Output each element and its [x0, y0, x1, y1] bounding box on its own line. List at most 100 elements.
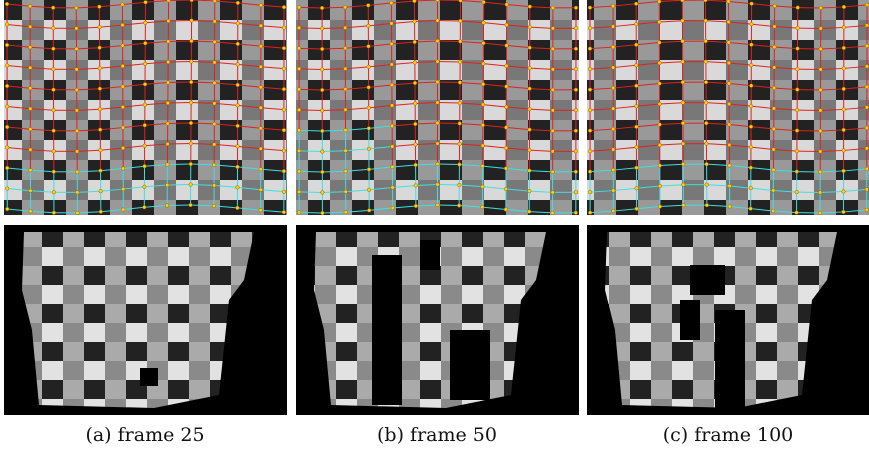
mesh-vertex — [75, 150, 79, 154]
mesh-vertex — [727, 102, 731, 106]
mesh-vertex — [842, 46, 846, 50]
mesh-vertex — [343, 5, 347, 9]
mesh-vertex — [436, 19, 440, 23]
mesh-vertex — [189, 121, 193, 125]
mesh-vertex — [282, 190, 286, 194]
mesh-vertex — [528, 66, 532, 70]
mesh-vertex — [635, 186, 639, 190]
mesh-vertex — [704, 39, 708, 43]
mesh-vertex — [551, 88, 555, 92]
mesh-vertex — [819, 27, 823, 31]
mesh-vertex — [189, 203, 193, 207]
mesh-vertex — [436, 142, 440, 146]
mesh-vertex — [52, 211, 56, 215]
mesh-vertex — [658, 143, 662, 147]
mesh-vertex — [727, 0, 731, 3]
mesh-vertex — [320, 27, 324, 31]
mesh-vertex — [728, 164, 732, 168]
mesh-vertex — [75, 129, 79, 133]
mesh-vertex — [681, 101, 685, 105]
mesh-vertex — [795, 190, 799, 194]
mesh-vertex — [819, 109, 823, 113]
mesh-vertex — [29, 148, 33, 152]
mesh-vertex — [282, 26, 286, 30]
mesh-vertex — [98, 128, 102, 132]
mesh-vertex — [727, 82, 731, 86]
mesh-vertex — [366, 4, 370, 8]
mesh-vertex — [167, 19, 171, 23]
mesh-vertex — [213, 0, 217, 3]
mesh-vertex — [481, 144, 485, 148]
mesh-vertex — [166, 81, 170, 85]
mesh-vertex — [297, 170, 301, 174]
mesh-vertex — [458, 60, 462, 64]
mesh-vertex — [658, 164, 662, 168]
mesh-vertex — [413, 81, 417, 85]
mesh-vertex — [796, 26, 800, 30]
mesh-vertex — [213, 81, 217, 85]
mesh-vertex — [236, 42, 240, 46]
mesh-vertex — [611, 189, 615, 193]
mesh-vertex — [611, 25, 615, 29]
mesh-vertex — [390, 145, 394, 149]
mesh-vertex — [574, 211, 578, 215]
mesh-vertex — [704, 60, 708, 64]
mesh-vertex — [51, 26, 55, 30]
mesh-vertex — [772, 189, 776, 193]
mesh-vertex — [29, 189, 33, 193]
mesh-vertex — [121, 3, 125, 7]
mesh-vertex — [865, 85, 869, 89]
mesh-vertex — [772, 107, 776, 111]
mesh-vertex — [458, 101, 462, 105]
mesh-vertex — [390, 83, 394, 87]
mesh-vertex — [213, 40, 217, 44]
mesh-vertex — [121, 85, 125, 89]
mesh-vertex — [5, 105, 9, 109]
mesh-vertex — [842, 67, 846, 71]
mesh-vertex — [588, 149, 592, 153]
mesh-vertex — [414, 163, 418, 167]
mesh-edge — [299, 110, 322, 111]
mesh-vertex — [297, 149, 301, 153]
mesh-vertex — [321, 170, 325, 174]
mesh-vertex — [658, 123, 662, 127]
mesh-vertex — [144, 0, 148, 4]
mesh-edge — [299, 130, 322, 131]
mesh-vertex — [28, 66, 32, 70]
mesh-vertex — [588, 190, 592, 194]
mesh-vertex — [611, 148, 615, 152]
mesh-vertex — [611, 66, 615, 70]
mesh-vertex — [236, 83, 240, 87]
mesh-vertex — [344, 190, 348, 194]
mesh-vertex — [212, 204, 216, 208]
mesh-vertex — [459, 19, 463, 23]
mesh-vertex — [795, 129, 799, 133]
mesh-vertex — [682, 183, 686, 187]
mesh-edge — [299, 69, 322, 70]
mesh-vertex — [189, 183, 193, 187]
mesh-vertex — [344, 149, 348, 153]
mesh-vertex — [282, 169, 286, 173]
mesh-vertex — [481, 185, 485, 189]
mesh-vertex — [28, 45, 32, 49]
mesh-vertex — [236, 22, 240, 26]
mesh-vertex — [367, 209, 371, 213]
mesh-vertex — [436, 39, 440, 43]
mesh-vertex — [505, 85, 509, 89]
mesh-vertex — [367, 65, 371, 69]
hole — [715, 310, 745, 410]
mesh-vertex — [611, 45, 615, 49]
mesh-vertex — [28, 86, 32, 90]
mesh-vertex — [52, 170, 56, 174]
mesh-vertex — [167, 0, 171, 2]
mesh-vertex — [344, 108, 348, 112]
mesh-vertex — [865, 126, 869, 130]
mesh-vertex — [343, 26, 347, 30]
mesh-vertex — [588, 170, 592, 174]
mesh-vertex — [121, 146, 125, 150]
mesh-edge — [299, 171, 322, 172]
mesh-vertex — [166, 122, 170, 126]
mesh-vertex — [865, 208, 869, 212]
mesh-vertex — [635, 166, 639, 170]
mesh-vertex — [658, 41, 662, 45]
